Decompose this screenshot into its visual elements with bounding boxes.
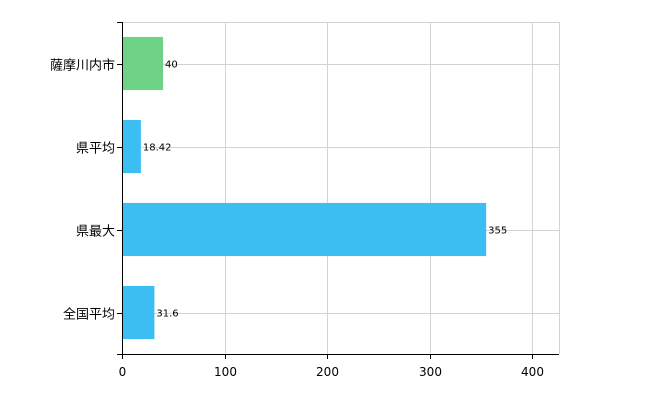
- x-tick-label: 0: [119, 365, 127, 379]
- bar: [122, 36, 164, 91]
- x-tick-label: 300: [419, 365, 442, 379]
- x-tick-label: 100: [214, 365, 237, 379]
- x-tick-label: 400: [521, 365, 544, 379]
- data-label: 40: [165, 60, 178, 71]
- axes: [117, 22, 559, 359]
- data-label: 355: [488, 226, 507, 237]
- y-tick-label: 県平均: [76, 142, 115, 157]
- y-tick-label: 薩摩川内市: [50, 58, 115, 74]
- bar: [122, 119, 141, 174]
- data-label: 31.6: [156, 309, 178, 320]
- bar: [122, 285, 155, 340]
- bar: [122, 202, 487, 257]
- grid-lines: [122, 22, 560, 354]
- y-tick-label: 全国平均: [63, 307, 115, 323]
- data-label: 18.42: [143, 143, 172, 154]
- y-tick-label: 県最大: [76, 225, 115, 240]
- bars: [122, 36, 487, 340]
- x-tick-label: 200: [316, 365, 339, 379]
